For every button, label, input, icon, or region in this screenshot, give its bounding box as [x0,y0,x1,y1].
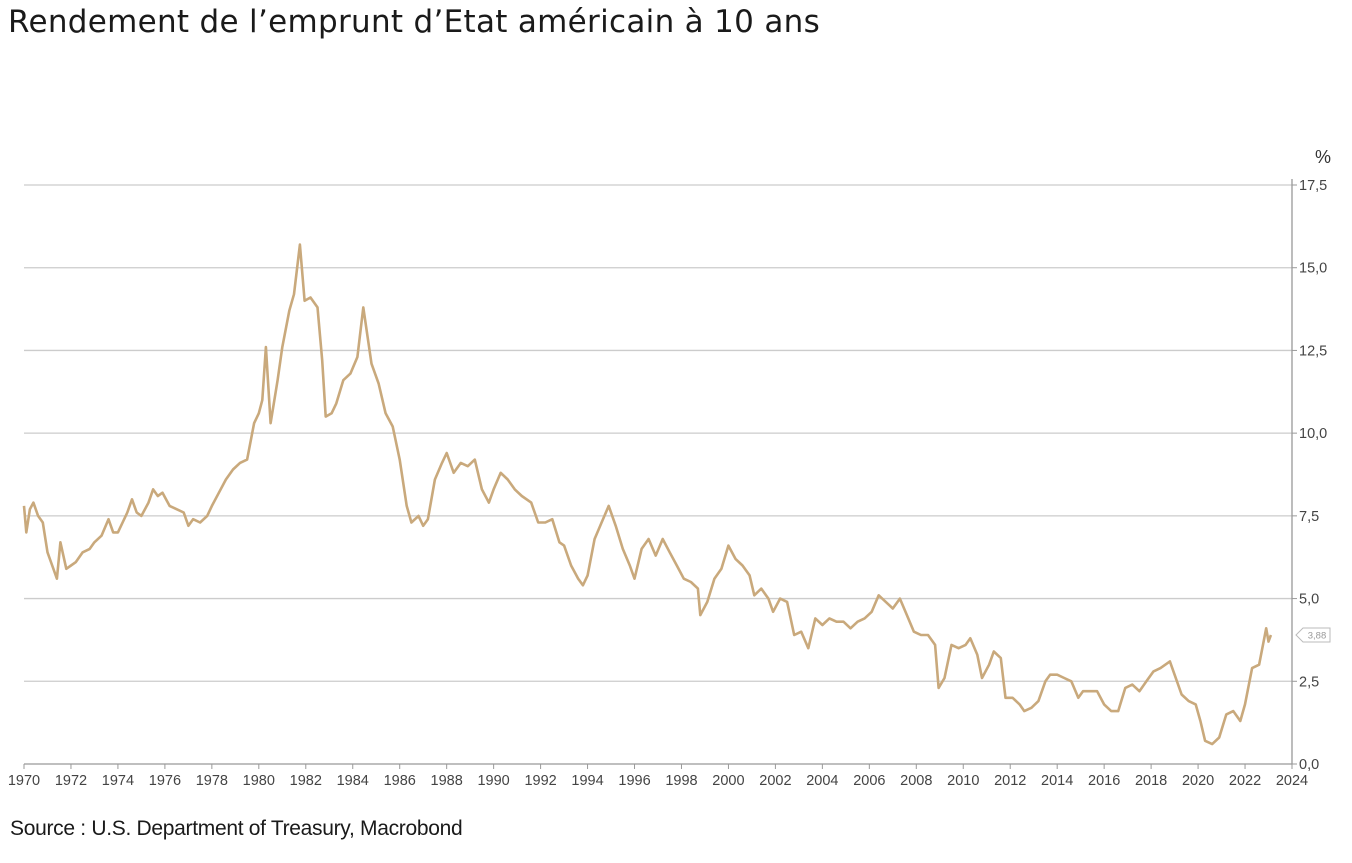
x-tick-label: 2014 [1041,773,1073,789]
y-tick-label: 5,0 [1299,592,1319,608]
x-tick-label: 1992 [524,773,556,789]
x-tick-label: 1980 [243,773,275,789]
x-tick-label: 1990 [477,773,509,789]
y-tick-label: 0,0 [1299,757,1319,773]
x-tick-label: 1982 [290,773,322,789]
x-tick-label: 1974 [102,773,134,789]
x-tick-label: 1972 [55,773,87,789]
x-tick-label: 1978 [196,773,228,789]
y-tick-label: 7,5 [1299,509,1319,525]
last-value-callout [1295,627,1331,643]
x-tick-label: 2022 [1229,773,1261,789]
x-tick-label: 1986 [384,773,416,789]
x-tick-label: 1994 [571,773,603,789]
y-axis-ticks: 0,0 2,5 5,0 7,5 10,0 12,5 15,0 17,5 [1292,178,1327,773]
source-note: Source : U.S. Department of Treasury, Ma… [10,817,463,840]
series-line-10y-yield [22,243,1273,746]
last-value-text: 3,88 [1308,630,1327,641]
x-tick-label: 2008 [900,773,932,789]
axes [24,179,1293,765]
x-axis-ticks: 1970 1972 1974 1976 1978 1980 1982 1984 1986 1988… [8,764,1308,789]
x-tick-label: 1996 [618,773,650,789]
y-tick-label: 2,5 [1299,674,1319,690]
x-tick-label: 1976 [149,773,181,789]
x-tick-label: 2004 [806,773,838,789]
y-tick-label: 12,5 [1299,343,1327,359]
y-tick-label: 15,0 [1299,261,1327,277]
y-tick-label: 17,5 [1299,178,1327,194]
x-tick-label: 2016 [1088,773,1120,789]
x-tick-label: 2010 [947,773,979,789]
x-tick-label: 1984 [337,773,369,789]
gridlines [24,184,1292,682]
x-tick-label: 2000 [712,773,744,789]
y-tick-label: 10,0 [1299,426,1327,442]
x-tick-label: 2018 [1135,773,1167,789]
x-tick-label: 1988 [431,773,463,789]
x-tick-label: 2024 [1276,773,1308,789]
x-tick-label: 2020 [1182,773,1214,789]
x-tick-label: 2006 [853,773,885,789]
chart-title: Rendement de l’emprunt d’Etat américain … [8,4,821,40]
x-tick-label: 2002 [759,773,791,789]
last-value-label: 3,88 [1295,627,1331,643]
x-tick-label: 1998 [665,773,697,789]
x-tick-label: 2012 [994,773,1026,789]
y-axis-unit: % [1315,147,1331,167]
x-tick-label: 1970 [8,773,40,789]
